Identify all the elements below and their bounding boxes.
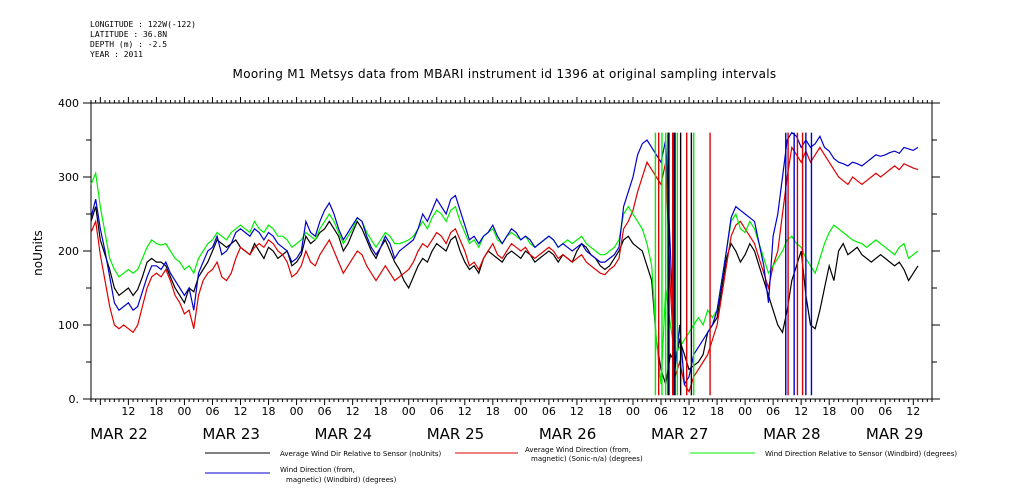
y-axis: 0. 100 200 300 400: [58, 97, 940, 406]
y-tick-label: 0.: [69, 393, 80, 406]
year-label: YEAR : 2011: [90, 50, 143, 59]
x-tick-label: 18: [149, 405, 163, 418]
x-tick-label: 00: [738, 405, 752, 418]
x-day-label: MAR 28: [763, 425, 820, 443]
x-day-label: MAR 23: [202, 425, 259, 443]
legend-item-avg-wind-dir: Average Wind Direction (from, magnetic) …: [455, 446, 643, 463]
x-tick-label: 00: [514, 405, 528, 418]
x-tick-label: 12: [234, 405, 248, 418]
x-day-label: MAR 27: [651, 425, 708, 443]
legend-item-windbird-rel: Wind Direction Relative to Sensor (Windb…: [690, 450, 957, 458]
legend-item-avg-dir-rel: Average Wind Dir Relative to Sensor (noU…: [205, 450, 441, 458]
x-axis: 12 18 00 06 12 18 00 06 12 18 00 06 12 18 00 06 12 18 00 06…: [90, 97, 933, 443]
series-line-0: [90, 206, 919, 385]
legend-label: Average Wind Dir Relative to Sensor (noU…: [280, 450, 441, 458]
x-tick-label: 06: [766, 405, 780, 418]
x-tick-label: 00: [402, 405, 416, 418]
x-day-label: MAR 26: [539, 425, 596, 443]
series-line-1: [90, 145, 919, 394]
x-tick-label: 06: [878, 405, 892, 418]
x-day-label: MAR 29: [866, 425, 923, 443]
y-tick-label: 300: [58, 171, 79, 184]
x-tick-label: 06: [430, 405, 444, 418]
depth-label: DEPTH (m) : -2.5: [90, 40, 168, 49]
legend-label: Wind Direction Relative to Sensor (Windb…: [765, 450, 957, 458]
legend-label-line2: magnetic) (Sonic-n/a) (degrees): [531, 455, 643, 463]
x-tick-label: 00: [177, 405, 191, 418]
y-axis-label: noUnits: [31, 230, 45, 276]
x-tick-label: 12: [458, 405, 472, 418]
x-day-label: MAR 25: [427, 425, 484, 443]
x-tick-label: 18: [822, 405, 836, 418]
series-layer: [90, 131, 919, 396]
x-tick-label: 06: [318, 405, 332, 418]
x-tick-label: 12: [121, 405, 135, 418]
legend-label-line1: Wind Direction (from,: [280, 466, 355, 474]
x-tick-label: 12: [570, 405, 584, 418]
x-day-label: MAR 24: [315, 425, 372, 443]
x-tick-label: 12: [682, 405, 696, 418]
x-tick-label: 18: [710, 405, 724, 418]
x-tick-label: 18: [486, 405, 500, 418]
chart-title: Mooring M1 Metsys data from MBARI instru…: [232, 67, 777, 81]
x-tick-label: 00: [626, 405, 640, 418]
x-tick-label: 12: [906, 405, 920, 418]
legend-label-line2: magnetic) (Windbird) (degrees): [286, 476, 397, 484]
legend-label-line1: Average Wind Direction (from,: [525, 446, 631, 454]
x-tick-label: 18: [598, 405, 612, 418]
longitude-label: LONGITUDE : 122W(-122): [90, 20, 196, 29]
x-day-label: MAR 22: [90, 425, 147, 443]
y-tick-label: 100: [58, 319, 79, 332]
x-tick-label: 18: [374, 405, 388, 418]
x-tick-label: 12: [794, 405, 808, 418]
x-tick-label: 18: [262, 405, 276, 418]
metadata-block: LONGITUDE : 122W(-122) LATITUDE : 36.8N …: [90, 20, 196, 60]
series-line-3: [90, 131, 919, 387]
y-tick-label: 400: [58, 97, 79, 110]
x-tick-label: 00: [850, 405, 864, 418]
x-tick-label: 06: [205, 405, 219, 418]
x-tick-label: 12: [346, 405, 360, 418]
x-tick-label: 06: [542, 405, 556, 418]
x-tick-label: 00: [290, 405, 304, 418]
legend: Average Wind Dir Relative to Sensor (noU…: [205, 446, 957, 484]
y-tick-label: 200: [58, 245, 79, 258]
latitude-label: LATITUDE : 36.8N: [90, 30, 168, 39]
x-tick-label: 06: [654, 405, 668, 418]
legend-item-windbird-mag: Wind Direction (from, magnetic) (Windbir…: [205, 466, 397, 484]
